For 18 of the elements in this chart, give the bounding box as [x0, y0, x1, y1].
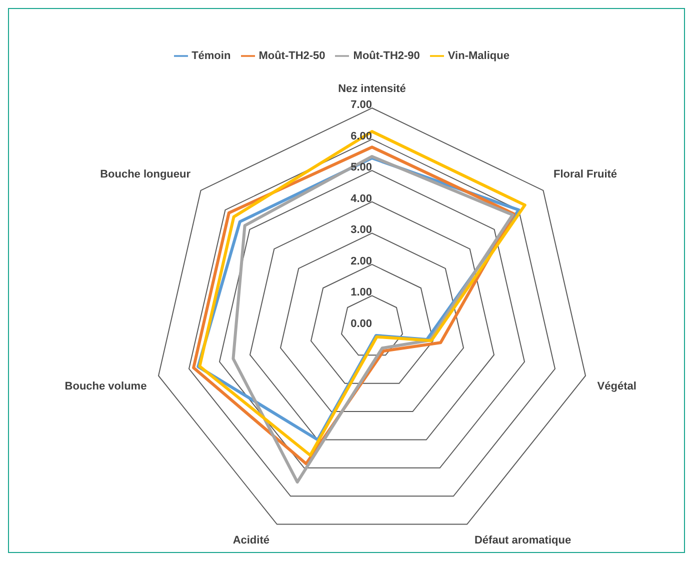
legend-label: Moût-TH2-90 — [353, 50, 420, 62]
spoke-label: Bouche volume — [64, 380, 147, 393]
legend-label: Témoin — [192, 50, 231, 62]
spoke-label: Bouche longueur — [100, 168, 192, 180]
y-tick-label: 7.00 — [350, 99, 372, 111]
y-tick-label: 0.00 — [350, 318, 372, 330]
spoke-label: Floral Fruité — [553, 168, 618, 180]
spoke-label: Nez intensité — [338, 83, 406, 95]
y-tick-label: 2.00 — [350, 255, 372, 268]
spoke-label: Végétal — [597, 380, 636, 393]
legend-label: Moût-TH2-50 — [258, 50, 326, 62]
y-tick-label: 5.00 — [350, 162, 372, 174]
legend-label: Vin-Malique — [448, 50, 510, 62]
y-tick-label: 3.00 — [350, 224, 372, 236]
y-tick-label: 1.00 — [350, 286, 372, 299]
spoke-label: Défaut aromatique — [474, 534, 572, 547]
spoke-label: Acidité — [232, 534, 270, 547]
y-tick-label: 4.00 — [350, 192, 372, 205]
